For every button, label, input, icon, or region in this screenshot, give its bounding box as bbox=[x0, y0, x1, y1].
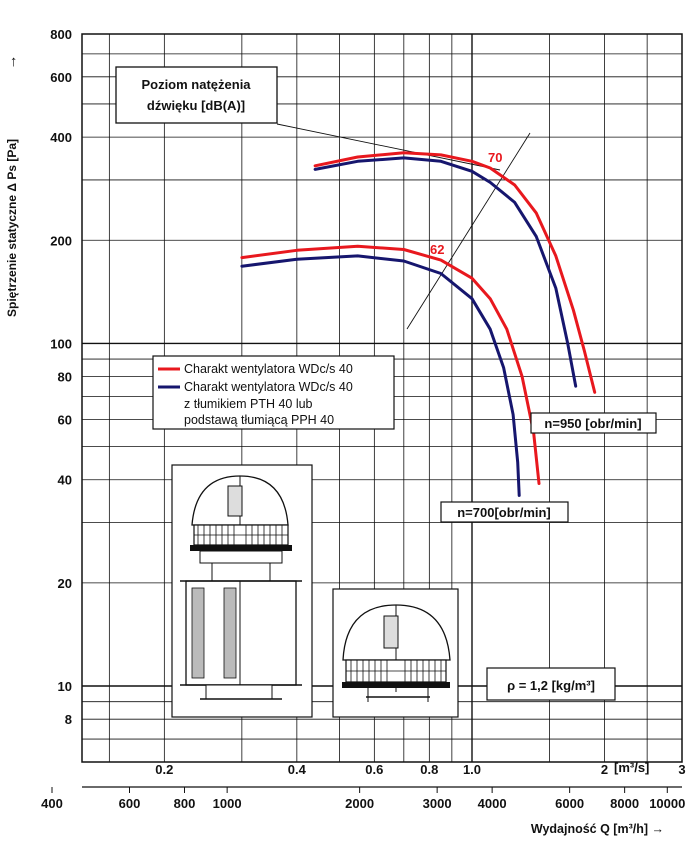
series-line-3 bbox=[240, 254, 521, 497]
series-line-0 bbox=[313, 151, 597, 394]
fan-with-silencer-drawing bbox=[171, 464, 313, 718]
x-top-tick-0.8: 0.8 bbox=[420, 762, 438, 777]
speed-950-text: n=950 [obr/min] bbox=[544, 416, 641, 431]
x-bottom-tick-800: 800 bbox=[174, 796, 196, 811]
x-top-tick-labels: 0.2 0.4 0.6 0.8 1.0 2 3 bbox=[82, 762, 686, 788]
y-tick-600: 600 bbox=[50, 70, 72, 85]
speed-label-700: n=700[obr/min] bbox=[440, 501, 569, 523]
callout-leader-line bbox=[276, 123, 501, 171]
sound-level-62: 62 bbox=[430, 242, 444, 257]
y-tick-200: 200 bbox=[50, 233, 72, 248]
x-top-tick-1.0: 1.0 bbox=[463, 762, 481, 777]
x-top-tick-3: 3 bbox=[678, 762, 685, 777]
sound-level-callout: Poziom natężenia dźwięku [dB(A)] bbox=[115, 66, 278, 124]
x-bottom-tick-1000: 1000 bbox=[213, 796, 242, 811]
legend-entry-navy-2: z tłumikiem PTH 40 lub bbox=[184, 397, 313, 411]
y-tick-8: 8 bbox=[65, 712, 72, 727]
y-tick-20: 20 bbox=[58, 576, 72, 591]
y-axis-title: Spiętrzenie statyczne Δ Ps [Pa] bbox=[5, 139, 19, 317]
sound-level-line bbox=[406, 132, 531, 330]
x-bottom-tick-2000: 2000 bbox=[345, 796, 374, 811]
y-axis-arrow: → bbox=[3, 55, 20, 70]
x-bottom-tick-400: 400 bbox=[41, 796, 63, 811]
density-text: ρ = 1,2 [kg/m³] bbox=[507, 678, 595, 693]
speed-label-950: n=950 [obr/min] bbox=[530, 412, 657, 434]
legend: Charakt wentylatora WDc/s 40 Charakt wen… bbox=[152, 355, 395, 430]
x-bottom-tick-labels: 400 600 800 1000 2000 3000 4000 6000 8000 10000 bbox=[41, 787, 685, 811]
roof-fan-drawing bbox=[332, 588, 459, 718]
y-tick-10: 10 bbox=[58, 679, 72, 694]
y-tick-80: 80 bbox=[58, 370, 72, 385]
speed-700-text: n=700[obr/min] bbox=[457, 505, 551, 520]
y-tick-60: 60 bbox=[58, 412, 72, 427]
y-tick-800: 800 bbox=[50, 27, 72, 42]
x-top-unit: [m³/s] bbox=[614, 760, 649, 775]
x-top-tick-2: 2 bbox=[601, 762, 608, 777]
x-bottom-tick-3000: 3000 bbox=[423, 796, 452, 811]
series-line-1 bbox=[313, 156, 578, 388]
x-bottom-tick-600: 600 bbox=[119, 796, 141, 811]
y-tick-labels: 800 600 400 200 100 80 60 40 20 10 8 bbox=[50, 27, 72, 727]
legend-entry-navy-3: podstawą tłumiącą PPH 40 bbox=[184, 413, 334, 427]
x-bottom-tick-10000: 10000 bbox=[649, 796, 685, 811]
x-top-tick-0.2: 0.2 bbox=[155, 762, 173, 777]
x-top-tick-0.6: 0.6 bbox=[365, 762, 383, 777]
x-top-tick-0.4: 0.4 bbox=[288, 762, 307, 777]
legend-entry-red: Charakt wentylatora WDc/s 40 bbox=[184, 362, 353, 376]
legend-entry-navy-1: Charakt wentylatora WDc/s 40 bbox=[184, 380, 353, 394]
callout-line-1: Poziom natężenia bbox=[141, 77, 251, 92]
x-axis-title: Wydajność Q [m³/h] → bbox=[531, 822, 664, 836]
y-tick-100: 100 bbox=[50, 336, 72, 351]
y-tick-400: 400 bbox=[50, 130, 72, 145]
callout-line-2: dźwięku [dB(A)] bbox=[147, 98, 245, 113]
y-tick-40: 40 bbox=[58, 473, 72, 488]
x-bottom-tick-6000: 6000 bbox=[555, 796, 584, 811]
performance-curves bbox=[240, 151, 597, 497]
series-line-2 bbox=[240, 244, 541, 485]
x-bottom-tick-4000: 4000 bbox=[478, 796, 507, 811]
density-label: ρ = 1,2 [kg/m³] bbox=[486, 667, 616, 701]
x-bottom-tick-8000: 8000 bbox=[610, 796, 639, 811]
sound-level-70: 70 bbox=[488, 150, 502, 165]
